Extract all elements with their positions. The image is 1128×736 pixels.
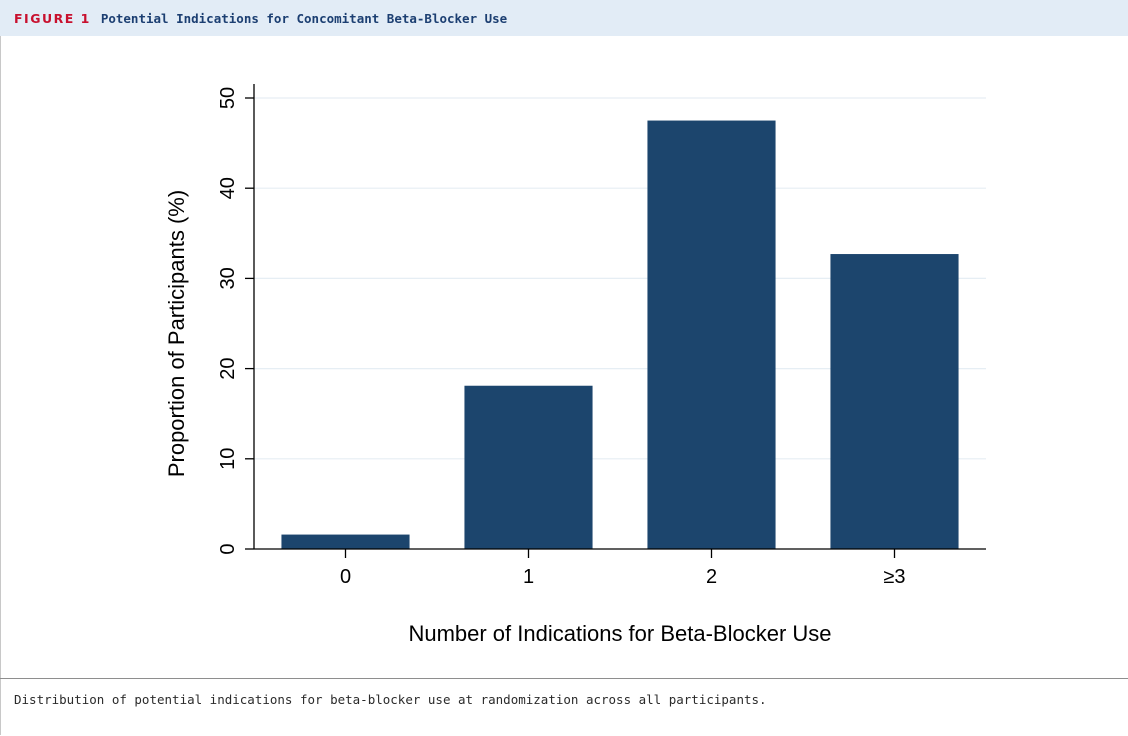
figure-title: Potential Indications for Concomitant Be… bbox=[100, 10, 508, 26]
bars bbox=[281, 120, 959, 550]
x-tick-label: 1 bbox=[523, 566, 534, 588]
bar bbox=[464, 385, 593, 549]
plot-panel: 0 10 20 30 40 50 0 1 2 ≥3 Proportion of Particip… bbox=[0, 36, 1128, 679]
x-tick-label: 0 bbox=[340, 566, 351, 588]
x-ticks: 0 1 2 ≥3 bbox=[340, 549, 906, 588]
y-tick-label: 0 bbox=[217, 543, 239, 554]
x-axis-title: Number of Indications for Beta-Blocker U… bbox=[408, 621, 831, 646]
x-tick-label: 2 bbox=[706, 566, 717, 588]
y-axis-title: Proportion of Participants (%) bbox=[164, 190, 189, 477]
figure-label: FIGURE 1 bbox=[14, 10, 91, 26]
figure-header: FIGURE 1 Potential Indications for Conco… bbox=[0, 0, 1128, 36]
y-tick-label: 50 bbox=[217, 87, 239, 109]
figure-caption: Distribution of potential indications fo… bbox=[14, 692, 767, 707]
y-ticks: 0 10 20 30 40 50 bbox=[217, 87, 254, 555]
bar bbox=[281, 534, 410, 549]
axes bbox=[253, 84, 986, 550]
y-tick-label: 40 bbox=[217, 177, 239, 199]
y-tick-label: 20 bbox=[217, 357, 239, 379]
y-tick-label: 10 bbox=[217, 448, 239, 470]
y-tick-label: 30 bbox=[217, 267, 239, 289]
bar-chart: 0 10 20 30 40 50 0 1 2 ≥3 Proportion of Particip… bbox=[164, 84, 986, 646]
bar bbox=[647, 120, 776, 550]
x-tick-label: ≥3 bbox=[883, 566, 905, 588]
bar bbox=[830, 254, 959, 549]
